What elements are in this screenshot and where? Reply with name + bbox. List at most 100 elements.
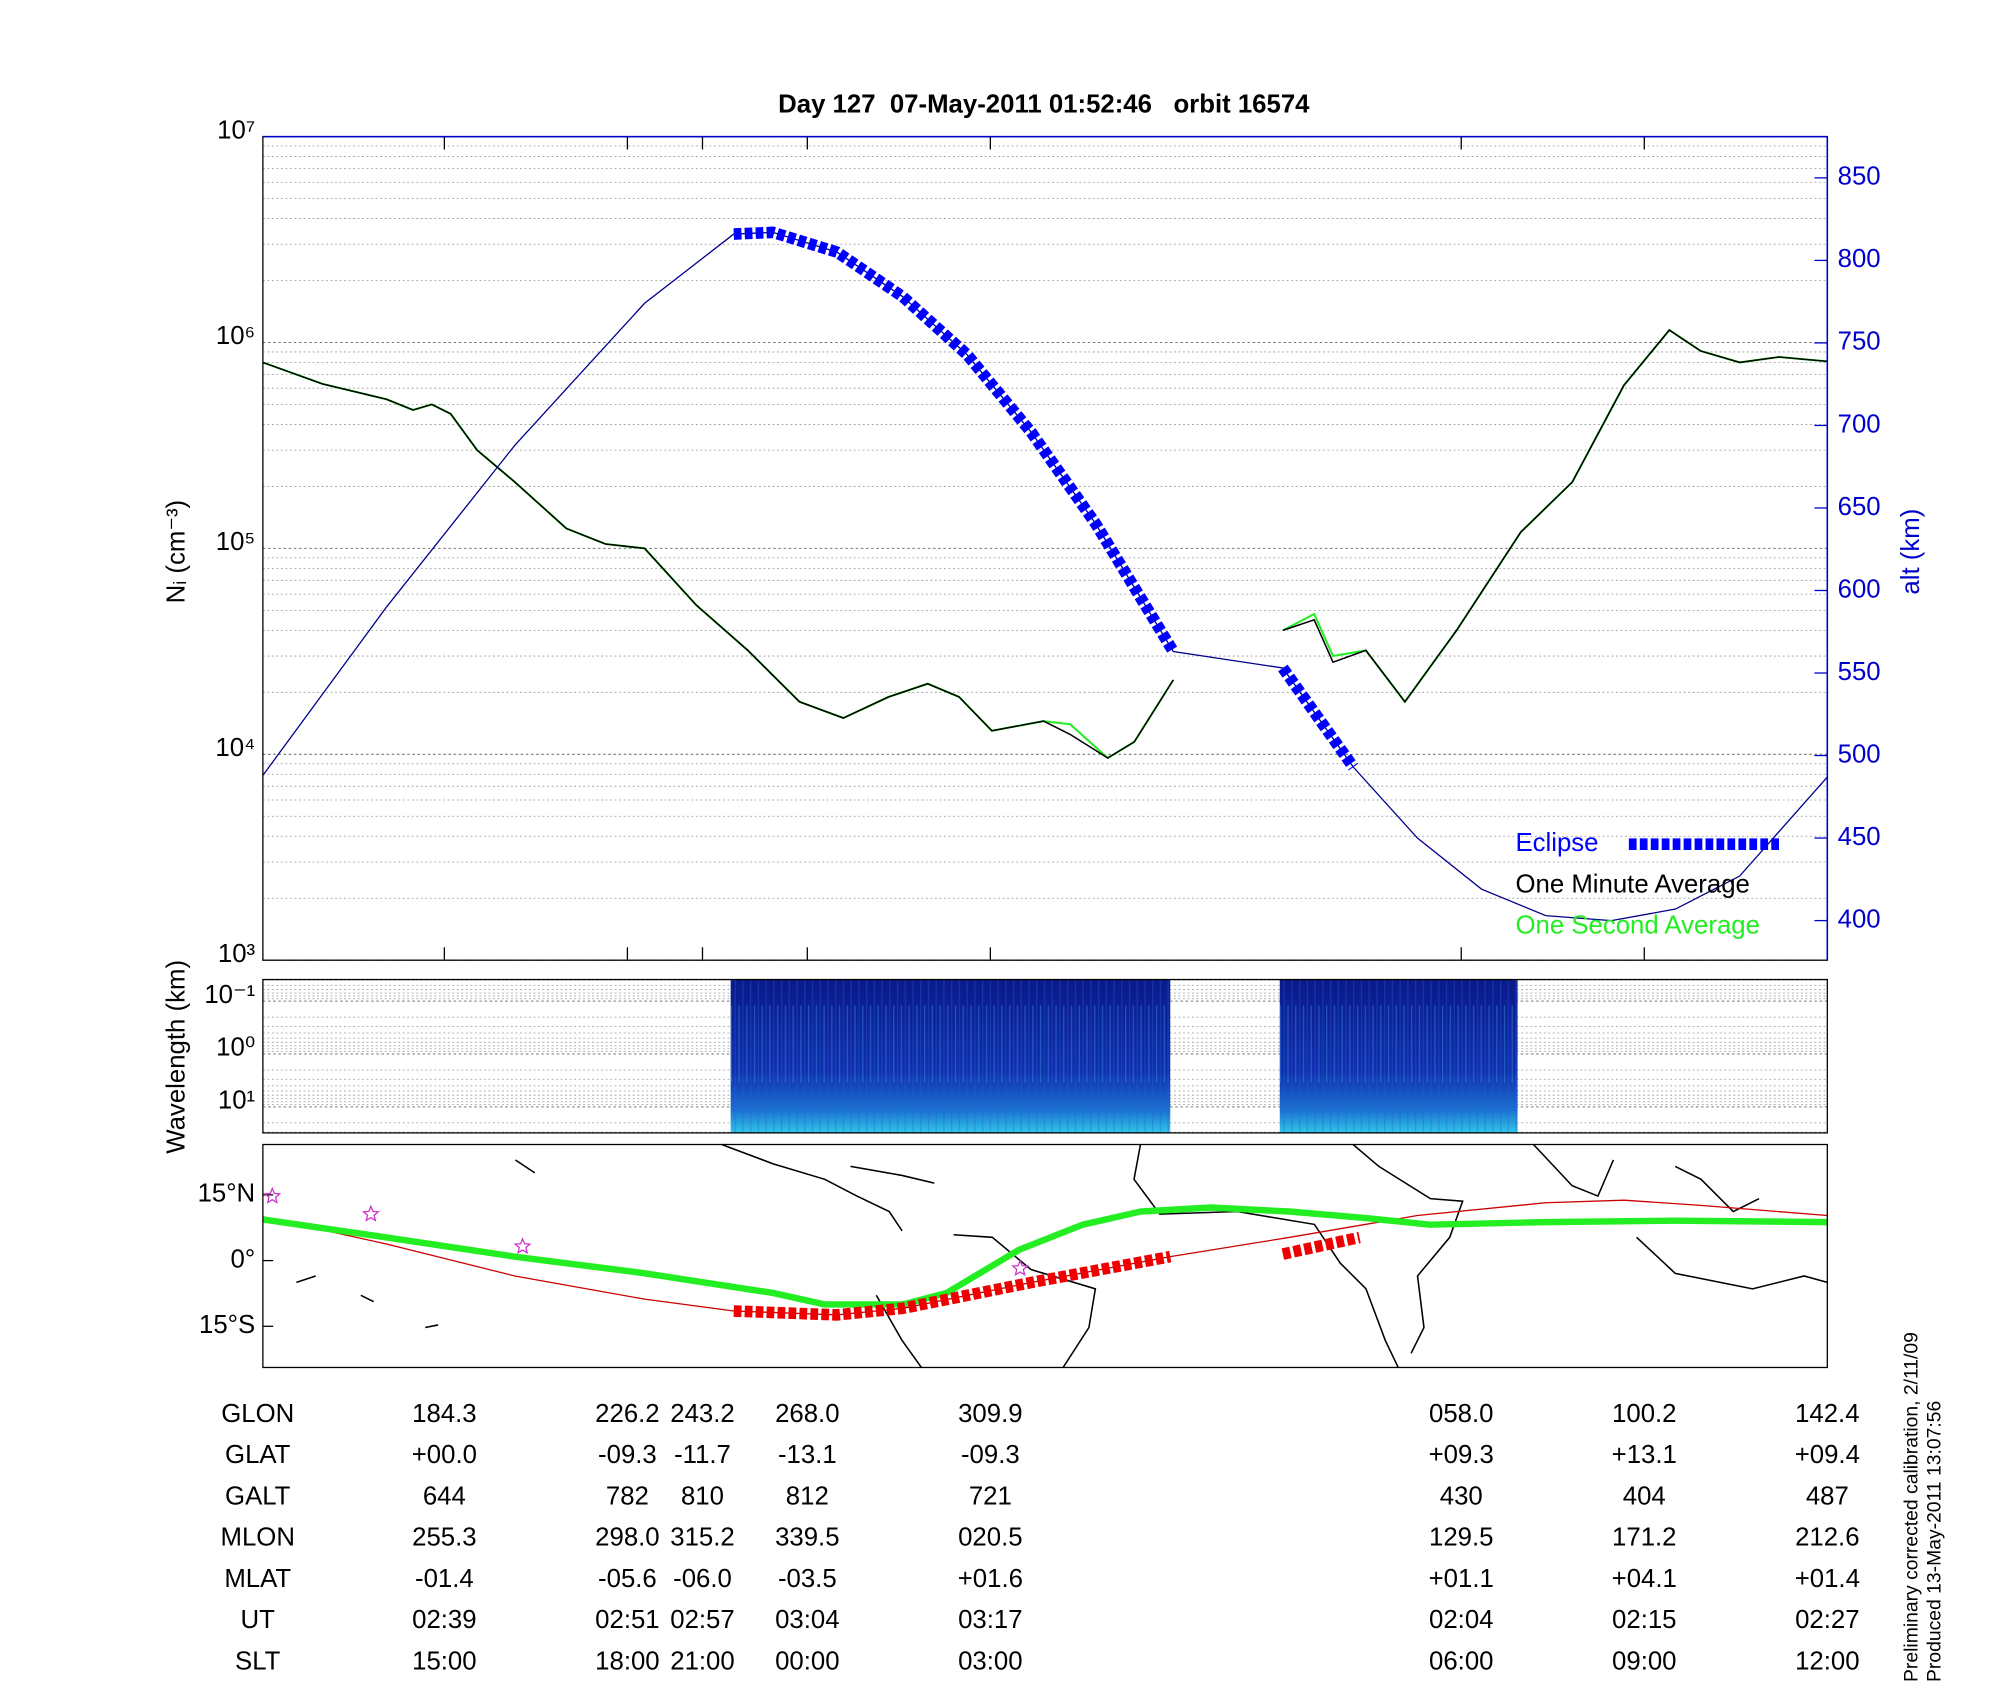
track-line: [262, 1204, 1828, 1308]
y-axis-label: Wavelength (km): [163, 960, 191, 1154]
row-label: SLT: [235, 1647, 281, 1675]
note: Produced 13-May-2011 13:07:56: [1925, 1401, 1946, 1682]
cell: 810: [681, 1482, 724, 1510]
row-label: GLAT: [225, 1441, 291, 1469]
cell: 404: [1623, 1482, 1666, 1510]
y-axis-label: Nᵢ (cm⁻³): [163, 500, 191, 604]
y-tick-label: 10⁻¹: [204, 981, 255, 1009]
star-marker: [263, 1186, 282, 1204]
cell: -09.3: [961, 1441, 1020, 1469]
track-line: [262, 1199, 1828, 1316]
cell: 171.2: [1612, 1524, 1676, 1552]
track-line: [733, 1231, 1361, 1321]
row-label: MLON: [221, 1524, 295, 1552]
legend-label: One Minute Average: [1515, 870, 1749, 898]
altitude-line: [262, 231, 1828, 922]
cell: 129.5: [1429, 1524, 1493, 1552]
cell: 212.6: [1795, 1524, 1859, 1552]
cell: 812: [786, 1482, 829, 1510]
star-marker: [1011, 1259, 1030, 1277]
y2-tick-label: 800: [1838, 245, 1881, 273]
y2-tick-label: 700: [1838, 410, 1881, 438]
row-label: GALT: [225, 1482, 291, 1510]
cell: 15:00: [412, 1647, 476, 1675]
cell: 03:00: [958, 1647, 1022, 1675]
cell: 339.5: [775, 1524, 839, 1552]
cell: 268.0: [775, 1400, 839, 1428]
cell: 100.2: [1612, 1400, 1676, 1428]
y2-tick-label: 850: [1838, 163, 1881, 191]
cell: 21:00: [670, 1647, 734, 1675]
cell: 430: [1440, 1482, 1483, 1510]
cell: 00:00: [775, 1647, 839, 1675]
y2-tick-label: 450: [1838, 823, 1881, 851]
legend-label: One Second Average: [1515, 911, 1759, 939]
cell: +01.4: [1795, 1565, 1860, 1593]
y2-tick-label: 600: [1838, 575, 1881, 603]
cell: -06.0: [673, 1565, 732, 1593]
cell: -11.7: [674, 1441, 731, 1469]
y-tick-label: 15°N: [198, 1180, 256, 1208]
y2-tick-label: 500: [1838, 740, 1881, 768]
cell: 315.2: [670, 1524, 734, 1552]
cell: 02:51: [595, 1606, 659, 1634]
cell: +01.6: [958, 1565, 1023, 1593]
note: Preliminary corrected calibration, 2/11/…: [1901, 1332, 1922, 1682]
cell: 020.5: [958, 1524, 1022, 1552]
row-label: MLAT: [224, 1565, 291, 1593]
density-line: [262, 328, 1828, 760]
cell: -13.1: [778, 1441, 837, 1469]
y-tick-label: 10⁶: [216, 322, 255, 350]
cell: 09:00: [1612, 1647, 1676, 1675]
cell: 03:17: [958, 1606, 1022, 1634]
cell: 02:15: [1612, 1606, 1676, 1634]
cell: +04.1: [1612, 1565, 1677, 1593]
cell: 142.4: [1795, 1400, 1859, 1428]
row-label: UT: [241, 1606, 276, 1634]
legend-label: Eclipse: [1515, 829, 1598, 857]
density-line: [262, 329, 1828, 759]
cell: 184.3: [412, 1400, 476, 1428]
plot-frame: [262, 1143, 1828, 1369]
spectrogram-texture: [730, 979, 1171, 1133]
cell: 226.2: [595, 1400, 659, 1428]
y2-tick-label: 400: [1838, 905, 1881, 933]
cell: 644: [423, 1482, 466, 1510]
cell: -03.5: [778, 1565, 837, 1593]
cell: 487: [1806, 1482, 1849, 1510]
cell: +09.3: [1429, 1441, 1494, 1469]
y-tick-label: 15°S: [199, 1311, 255, 1339]
cell: 782: [606, 1482, 649, 1510]
cell: 243.2: [670, 1400, 734, 1428]
cell: 298.0: [595, 1524, 659, 1552]
cell: 12:00: [1795, 1647, 1859, 1675]
cell: 06:00: [1429, 1647, 1493, 1675]
cell: 18:00: [595, 1647, 659, 1675]
y-tick-label: 10³: [218, 940, 256, 968]
cell: 309.9: [958, 1400, 1022, 1428]
chart-title: Day 127 07-May-2011 01:52:46 orbit 16574: [778, 90, 1310, 118]
cell: -05.6: [598, 1565, 657, 1593]
cell: -01.4: [415, 1565, 474, 1593]
y-tick-label: 10⁷: [217, 116, 255, 144]
y-tick-label: 10⁴: [215, 734, 255, 762]
row-label: GLON: [221, 1400, 294, 1428]
cell: 02:57: [670, 1606, 734, 1634]
plot-frame: [262, 978, 1828, 1134]
y-tick-label: 10¹: [218, 1087, 256, 1115]
spectrogram-texture: [1279, 979, 1518, 1133]
cell: 03:04: [775, 1606, 839, 1634]
y2-axis-label: alt (km): [1897, 509, 1925, 595]
cell: 058.0: [1429, 1400, 1493, 1428]
cell: 721: [969, 1482, 1012, 1510]
cell: +00.0: [412, 1441, 477, 1469]
cell: 02:04: [1429, 1606, 1493, 1634]
cell: 02:27: [1795, 1606, 1859, 1634]
star-marker: [361, 1204, 380, 1222]
y-tick-label: 0°: [231, 1245, 256, 1273]
cell: +01.1: [1429, 1565, 1494, 1593]
cell: 255.3: [412, 1524, 476, 1552]
cell: -09.3: [598, 1441, 657, 1469]
y2-tick-label: 750: [1838, 328, 1881, 356]
